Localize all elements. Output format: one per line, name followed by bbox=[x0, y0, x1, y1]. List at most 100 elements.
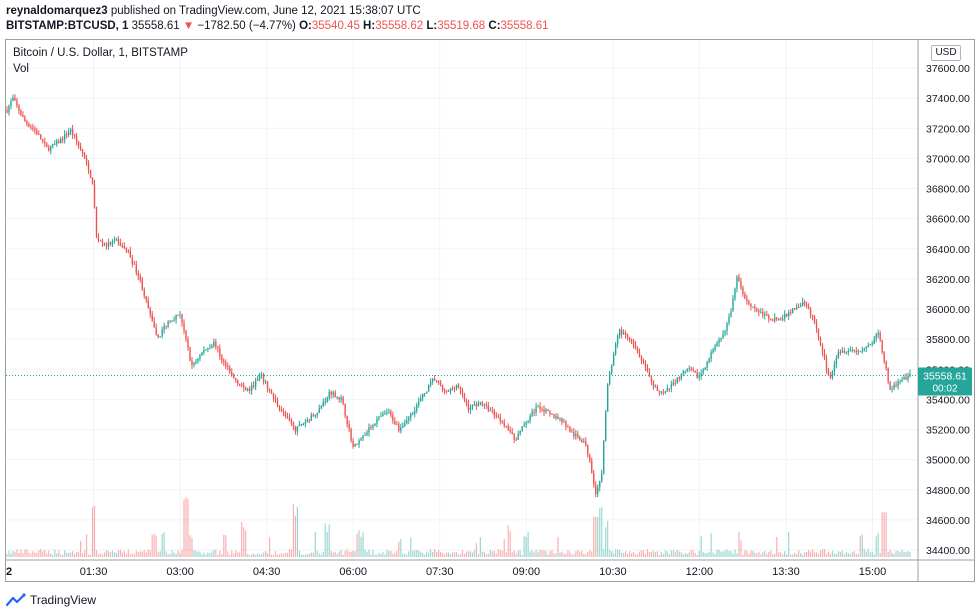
candle-body bbox=[354, 443, 356, 447]
volume-bar bbox=[788, 532, 790, 557]
candle-body bbox=[632, 341, 635, 345]
candle-body bbox=[525, 422, 527, 425]
volume-bar bbox=[402, 553, 404, 557]
volume-label[interactable]: Vol bbox=[13, 63, 29, 75]
candle-body bbox=[338, 396, 340, 400]
candle-body bbox=[175, 314, 177, 320]
candle-body bbox=[581, 439, 583, 443]
candle-body bbox=[636, 348, 639, 353]
y-tick-label: 36400.00 bbox=[926, 244, 970, 256]
candle-body bbox=[845, 352, 848, 354]
candle-body bbox=[322, 402, 324, 407]
candle-body bbox=[8, 105, 10, 113]
volume-bar bbox=[509, 531, 511, 557]
candle-body bbox=[95, 206, 98, 238]
volume-bar bbox=[778, 552, 780, 557]
volume-bar bbox=[320, 554, 322, 557]
candle-body bbox=[618, 329, 621, 337]
volume-bar bbox=[678, 551, 680, 557]
candle-body bbox=[16, 100, 18, 106]
candle-body bbox=[342, 397, 344, 404]
candle-body bbox=[606, 384, 609, 412]
volume-bar bbox=[531, 550, 533, 557]
volume-bar bbox=[400, 539, 402, 557]
volume-bar bbox=[117, 550, 119, 557]
high-label: H: bbox=[363, 20, 376, 32]
candle-body bbox=[503, 422, 505, 426]
volume-bar bbox=[426, 551, 428, 557]
candle-body bbox=[513, 433, 515, 440]
currency-badge[interactable]: USD bbox=[931, 45, 961, 61]
candle-body bbox=[768, 315, 770, 320]
volume-bar bbox=[457, 554, 460, 557]
volume-bar bbox=[543, 550, 545, 557]
volume-bar bbox=[871, 551, 873, 557]
volume-bar bbox=[752, 550, 754, 557]
volume-bar bbox=[650, 551, 653, 557]
volume-bar bbox=[366, 551, 368, 557]
series-title[interactable]: Bitcoin / U.S. Dollar, 1, BITSTAMP bbox=[13, 47, 188, 59]
candle-body bbox=[783, 313, 786, 319]
volume-bar bbox=[537, 552, 539, 557]
candle-body bbox=[171, 320, 173, 322]
volume-bar bbox=[529, 551, 531, 557]
volume-bar bbox=[692, 549, 694, 557]
volume-bar bbox=[668, 554, 670, 557]
volume-bar bbox=[768, 552, 770, 557]
volume-bar bbox=[111, 550, 114, 557]
volume-bar bbox=[151, 534, 153, 557]
volume-bar bbox=[181, 549, 183, 557]
candle-body bbox=[298, 424, 301, 427]
time-axis[interactable]: 2 01:30 03:00 04:30 06:00 07:30 09:00 10:30 12:0… bbox=[6, 559, 974, 578]
volume-bar bbox=[32, 551, 34, 557]
volume-bar bbox=[575, 550, 577, 557]
volume-bar bbox=[344, 550, 346, 557]
candle-body bbox=[656, 386, 659, 391]
x-tick-label: 07:30 bbox=[426, 566, 454, 578]
candle-body bbox=[380, 416, 382, 418]
volume-bar bbox=[99, 553, 102, 557]
candle-body bbox=[270, 390, 273, 394]
volume-bar bbox=[227, 551, 229, 557]
candle-body bbox=[258, 375, 261, 380]
candle-body bbox=[793, 308, 796, 310]
volume-bar bbox=[632, 552, 635, 557]
candle-body bbox=[241, 384, 243, 386]
volume-bar bbox=[10, 553, 12, 557]
volume-bar bbox=[831, 550, 834, 557]
author-name[interactable]: reynaldomarquez3 bbox=[6, 5, 108, 17]
volume-bar bbox=[89, 554, 92, 557]
volume-bar bbox=[829, 553, 832, 557]
candle-body bbox=[28, 123, 30, 127]
volume-bar bbox=[334, 551, 336, 557]
candle-body bbox=[177, 314, 179, 316]
candle-body bbox=[646, 367, 649, 372]
volume-bar bbox=[241, 522, 243, 557]
candle-body bbox=[38, 133, 40, 135]
candle-body bbox=[203, 349, 205, 353]
volume-bar bbox=[113, 552, 116, 557]
volume-bar bbox=[420, 551, 422, 557]
candle-body bbox=[857, 351, 859, 353]
volume-bar bbox=[157, 552, 159, 557]
footer-brand[interactable]: TradingView bbox=[6, 593, 96, 607]
volume-bar bbox=[131, 553, 133, 557]
volume-bar bbox=[58, 550, 60, 557]
candle-body bbox=[774, 317, 776, 321]
y-tick-label: 37400.00 bbox=[926, 93, 970, 105]
volume-bar bbox=[356, 533, 358, 557]
candle-body bbox=[807, 306, 810, 309]
volume-bar bbox=[101, 554, 104, 557]
candle-body bbox=[599, 481, 601, 488]
candle-body bbox=[268, 388, 271, 391]
candle-body bbox=[360, 438, 362, 441]
candle-body bbox=[744, 293, 746, 299]
candle-body bbox=[891, 388, 893, 390]
candle-body bbox=[346, 415, 348, 425]
volume-bar bbox=[364, 549, 366, 557]
candle-body bbox=[795, 307, 798, 309]
y-tick-label: 36200.00 bbox=[926, 274, 970, 286]
candle-body bbox=[817, 328, 820, 338]
candle-body bbox=[692, 369, 694, 371]
